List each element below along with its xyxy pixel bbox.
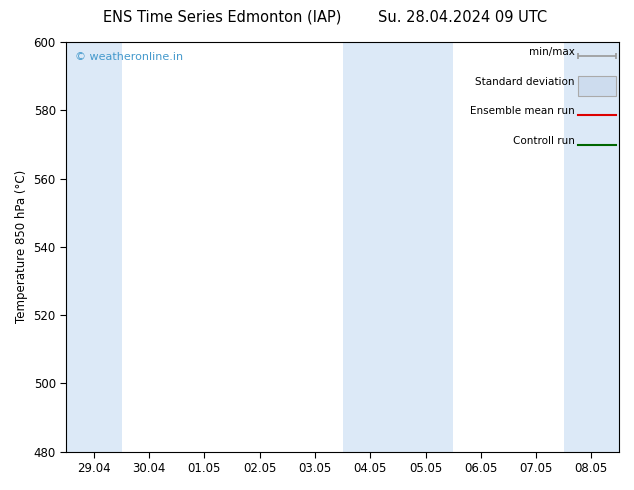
- Text: Su. 28.04.2024 09 UTC: Su. 28.04.2024 09 UTC: [378, 10, 547, 25]
- FancyBboxPatch shape: [578, 75, 616, 96]
- Text: © weatheronline.in: © weatheronline.in: [75, 52, 183, 62]
- Text: ENS Time Series Edmonton (IAP): ENS Time Series Edmonton (IAP): [103, 10, 341, 25]
- Y-axis label: Temperature 850 hPa (°C): Temperature 850 hPa (°C): [15, 170, 28, 323]
- Line: 2 pts: 2 pts: [574, 53, 619, 60]
- Bar: [66, 42, 122, 452]
- Bar: [342, 42, 453, 452]
- Text: min/max: min/max: [529, 48, 575, 57]
- Text: Controll run: Controll run: [513, 136, 575, 146]
- Text: Ensemble mean run: Ensemble mean run: [470, 106, 575, 116]
- Text: Standard deviation: Standard deviation: [476, 77, 575, 87]
- Bar: [564, 42, 619, 452]
